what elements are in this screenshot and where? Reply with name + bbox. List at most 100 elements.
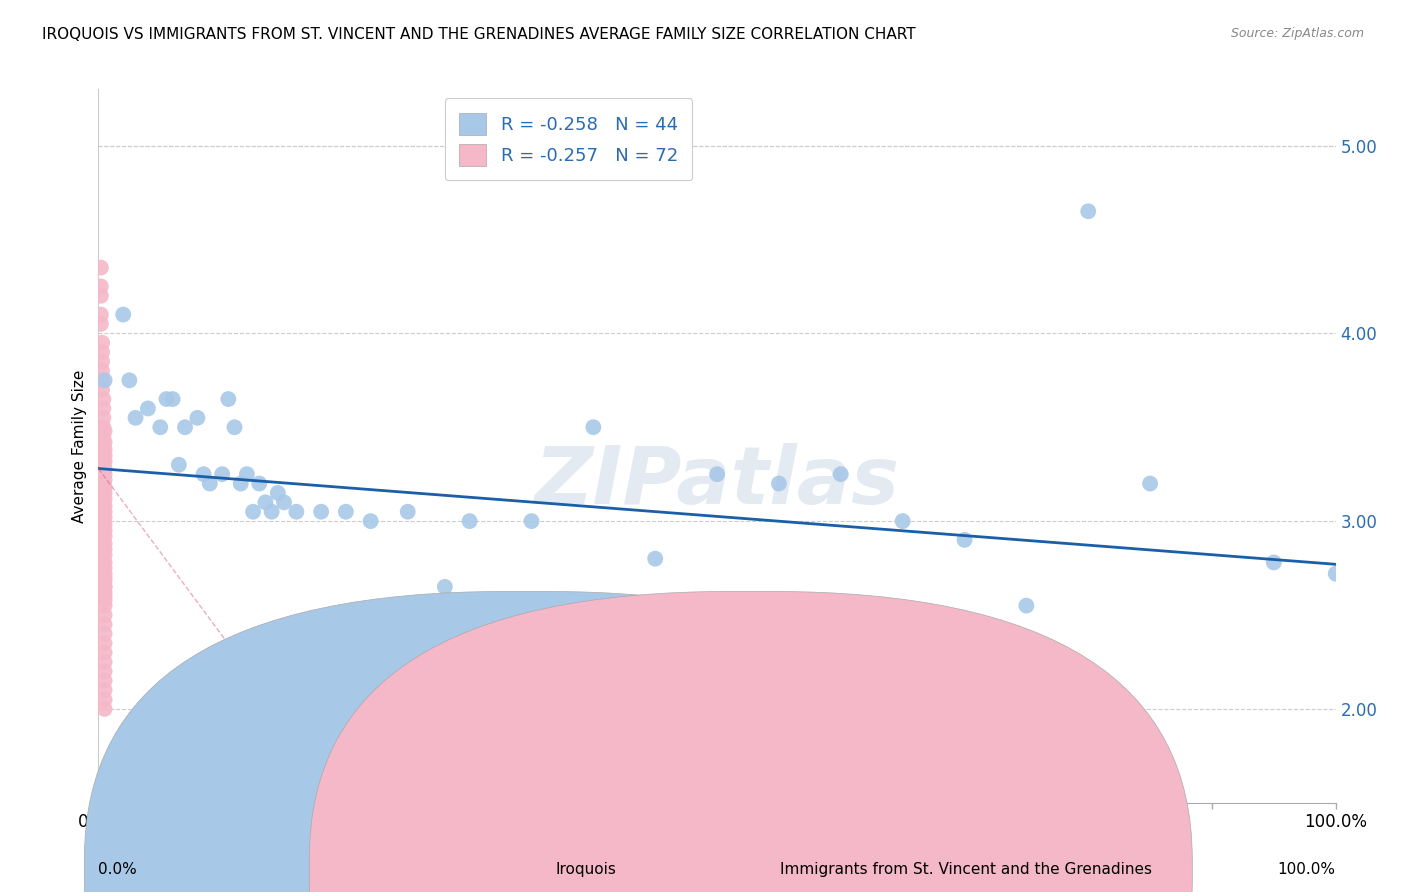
- Point: [93, 373, 115, 387]
- Point: [112, 308, 135, 322]
- Point: [396, 505, 419, 519]
- Point: [267, 486, 290, 500]
- Point: [93, 410, 115, 425]
- Point: [211, 467, 233, 482]
- Point: [273, 495, 295, 509]
- Point: [93, 514, 115, 528]
- Point: [93, 429, 115, 443]
- Point: [433, 580, 456, 594]
- Point: [93, 561, 115, 575]
- Point: [93, 593, 115, 607]
- Point: [93, 566, 115, 581]
- Point: [124, 410, 146, 425]
- Point: [93, 392, 115, 406]
- Point: [309, 505, 332, 519]
- Point: [93, 476, 115, 491]
- Point: [186, 410, 208, 425]
- Point: [118, 373, 141, 387]
- Point: [93, 542, 115, 557]
- Point: [953, 533, 976, 547]
- Point: [93, 542, 115, 557]
- Point: [1263, 556, 1285, 570]
- Point: [242, 505, 264, 519]
- Text: Immigrants from St. Vincent and the Grenadines: Immigrants from St. Vincent and the Gren…: [780, 863, 1153, 877]
- Point: [91, 354, 114, 368]
- Point: [236, 467, 259, 482]
- Point: [93, 505, 115, 519]
- Point: [90, 260, 112, 275]
- Point: [93, 702, 115, 716]
- Point: [93, 533, 115, 547]
- Point: [93, 580, 115, 594]
- Y-axis label: Average Family Size: Average Family Size: [72, 369, 87, 523]
- Point: [91, 373, 114, 387]
- Point: [582, 420, 605, 434]
- Point: [93, 442, 115, 457]
- Point: [155, 392, 177, 406]
- Text: ZIPatlas: ZIPatlas: [534, 442, 900, 521]
- Point: [1324, 566, 1347, 581]
- Point: [360, 514, 382, 528]
- Text: Iroquois: Iroquois: [555, 863, 616, 877]
- Point: [193, 467, 215, 482]
- Point: [830, 467, 852, 482]
- Legend: R = -0.258   N = 44, R = -0.257   N = 72: R = -0.258 N = 44, R = -0.257 N = 72: [444, 98, 692, 180]
- Point: [93, 599, 115, 613]
- Point: [93, 536, 115, 550]
- Point: [93, 495, 115, 509]
- Point: [93, 570, 115, 584]
- Point: [91, 364, 114, 378]
- Text: 100.0%: 100.0%: [1278, 863, 1336, 877]
- Point: [93, 510, 115, 524]
- Point: [260, 505, 283, 519]
- Point: [93, 473, 115, 487]
- Point: [93, 589, 115, 603]
- Point: [91, 383, 114, 397]
- Point: [520, 514, 543, 528]
- Point: [93, 499, 115, 513]
- Point: [93, 561, 115, 575]
- Point: [254, 495, 277, 509]
- Point: [93, 585, 115, 599]
- Point: [90, 279, 112, 293]
- Point: [93, 683, 115, 698]
- Point: [93, 467, 115, 482]
- Point: [93, 449, 115, 463]
- Point: [93, 401, 115, 416]
- Point: [93, 420, 115, 434]
- Point: [93, 480, 115, 494]
- Point: [93, 458, 115, 472]
- Point: [93, 517, 115, 532]
- Point: [1139, 476, 1161, 491]
- Point: [93, 524, 115, 538]
- Point: [93, 692, 115, 706]
- Point: [93, 439, 115, 453]
- Point: [93, 665, 115, 679]
- Point: [93, 486, 115, 500]
- Point: [335, 505, 357, 519]
- Text: IROQUOIS VS IMMIGRANTS FROM ST. VINCENT AND THE GRENADINES AVERAGE FAMILY SIZE C: IROQUOIS VS IMMIGRANTS FROM ST. VINCENT …: [42, 27, 915, 42]
- Point: [224, 420, 246, 434]
- Point: [198, 476, 221, 491]
- Point: [93, 461, 115, 475]
- Point: [91, 335, 114, 350]
- Point: [93, 574, 115, 589]
- Point: [93, 617, 115, 632]
- Point: [1015, 599, 1038, 613]
- Point: [136, 401, 159, 416]
- Point: [91, 345, 114, 359]
- Point: [1077, 204, 1099, 219]
- Point: [93, 454, 115, 468]
- Point: [162, 392, 184, 406]
- Point: [93, 486, 115, 500]
- Point: [217, 392, 239, 406]
- Point: [90, 289, 112, 303]
- Point: [93, 607, 115, 622]
- Point: [93, 524, 115, 538]
- Point: [93, 529, 115, 543]
- Point: [285, 505, 308, 519]
- Text: Source: ZipAtlas.com: Source: ZipAtlas.com: [1230, 27, 1364, 40]
- Point: [93, 646, 115, 660]
- Point: [229, 476, 252, 491]
- Point: [93, 548, 115, 562]
